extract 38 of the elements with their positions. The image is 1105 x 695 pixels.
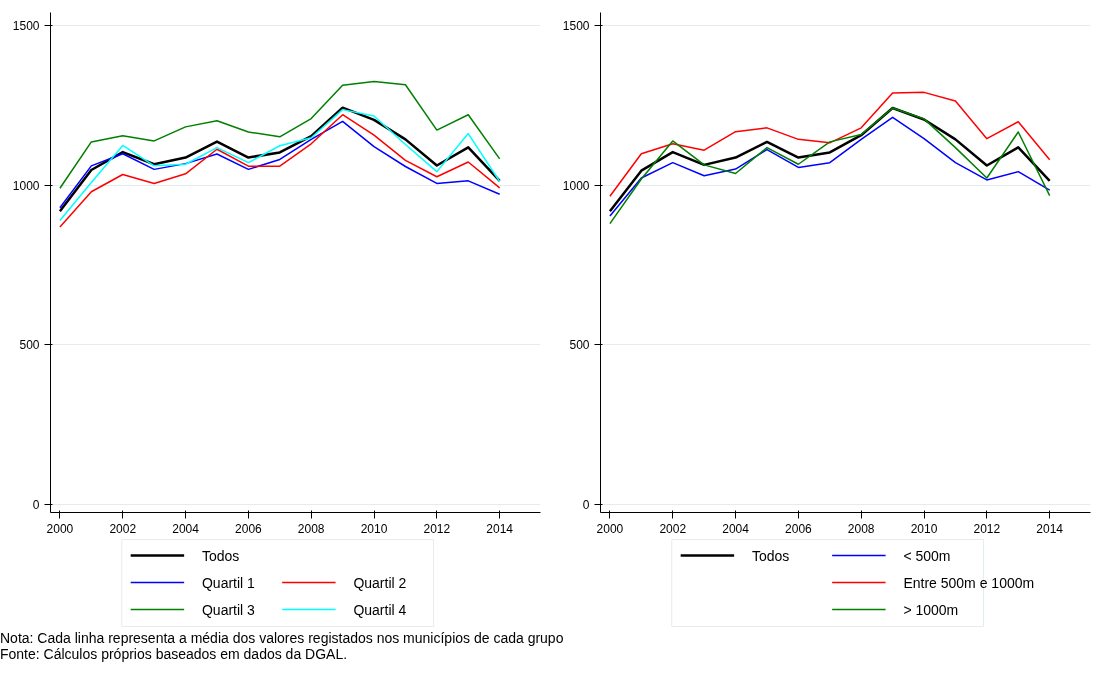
x-tick-label: 2000: [46, 521, 74, 536]
legend-label: Todos: [201, 547, 240, 564]
x-tick-label: 2002: [659, 521, 687, 536]
y-tick-label: 500: [569, 338, 590, 353]
x-tick-label: 2004: [722, 521, 750, 536]
x-tick-label: 2008: [847, 521, 875, 536]
y-tick-label: 1000: [562, 178, 590, 193]
legend-label: Quartil 3: [201, 601, 256, 618]
y-tick-label: 0: [582, 498, 590, 513]
y-tick-label: 1500: [12, 18, 40, 33]
x-tick-label: 2010: [910, 521, 938, 536]
y-tick-label: 0: [32, 498, 40, 513]
legend-label: Todos: [751, 547, 790, 564]
legend-label: Entre 500m e 1000m: [903, 574, 1035, 591]
legend-label: Quartil 2: [353, 574, 407, 591]
x-tick-label: 2012: [423, 521, 451, 536]
x-tick-label: 2000: [596, 521, 624, 536]
y-tick-label: 500: [19, 338, 40, 353]
legend-label: Quartil 1: [201, 574, 256, 591]
x-tick-label: 2004: [172, 521, 200, 536]
x-tick-label: 2002: [109, 521, 137, 536]
legend-label: Quartil 4: [353, 601, 407, 618]
x-tick-label: 2006: [785, 521, 813, 536]
text: Nota: Cada linha representa a média dos valores registados nos municípios de cada grupo: [0, 630, 564, 646]
x-tick-label: 2010: [360, 521, 388, 536]
line-series: [59, 120, 501, 209]
legend-label: < 500m: [903, 547, 951, 564]
y-tick-label: 1500: [562, 18, 590, 33]
line-series: [59, 80, 501, 189]
y-tick-label: 1000: [12, 178, 40, 193]
x-tick-label: 2014: [1036, 521, 1064, 536]
x-tick-label: 2014: [486, 521, 514, 536]
x-tick-label: 2008: [297, 521, 325, 536]
x-tick-label: 2012: [973, 521, 1001, 536]
x-tick-label: 2006: [235, 521, 263, 536]
legend-label: > 1000m: [903, 601, 959, 618]
source-note: Fonte: Cálculos próprios baseados em dados da DGAL.: [0, 646, 348, 662]
line-series: [609, 91, 1051, 197]
